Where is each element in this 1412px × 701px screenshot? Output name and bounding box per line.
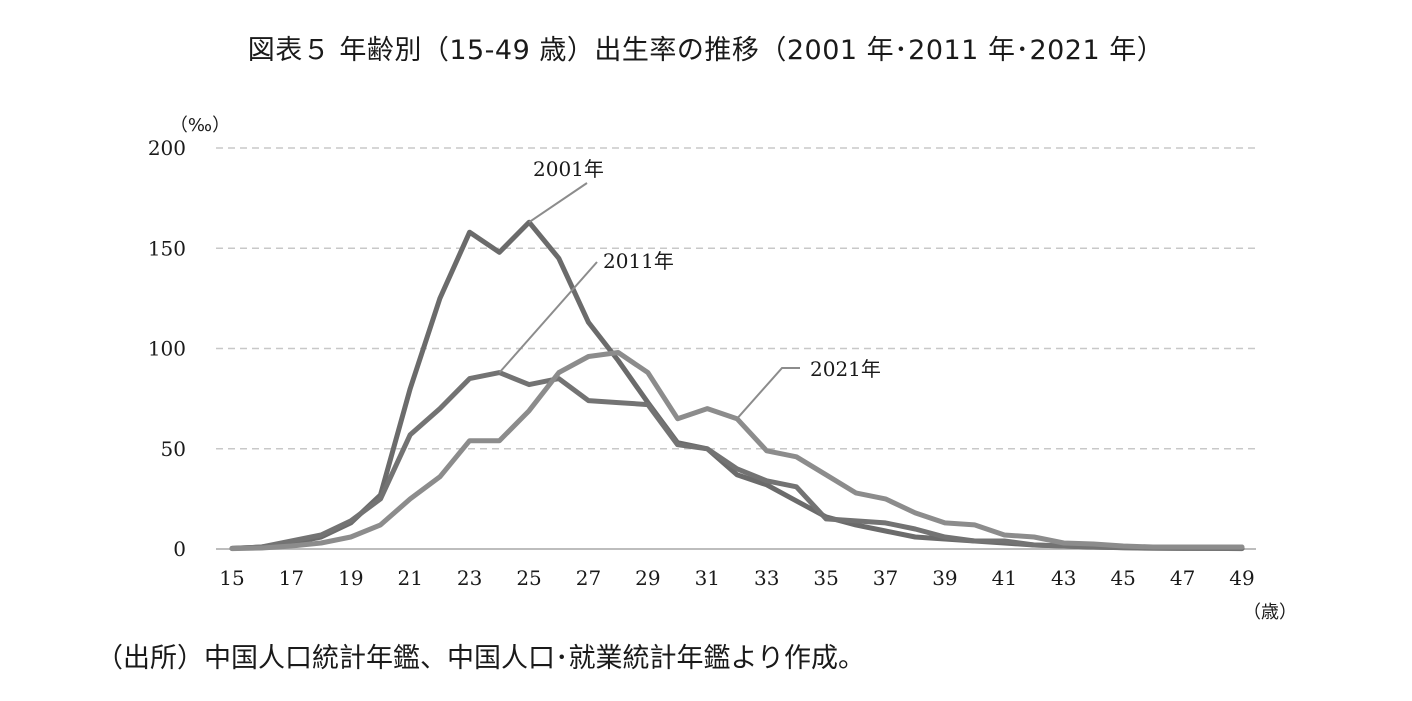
series-lines xyxy=(229,219,1245,552)
series-line xyxy=(229,370,1245,552)
series-line xyxy=(229,219,1245,551)
x-tick-label: 27 xyxy=(576,566,601,590)
x-tick-label: 15 xyxy=(219,566,244,590)
series-line xyxy=(229,350,1245,552)
x-tick-label: 49 xyxy=(1229,566,1254,590)
x-tick-label: 35 xyxy=(813,566,838,590)
annotation-leader-line xyxy=(498,261,598,374)
x-tick-label: 29 xyxy=(635,566,660,590)
y-tick-label: 100 xyxy=(148,337,186,361)
series-annotation-label: 2011年 xyxy=(603,249,674,273)
series-annotations: 2001年 2011年 2021年 xyxy=(498,157,881,420)
source-note: （出所）中国人口統計年鑑、中国人口･就業統計年鑑より作成。 xyxy=(96,643,865,674)
x-tick-label: 21 xyxy=(398,566,423,590)
y-tick-label: 0 xyxy=(173,537,186,561)
x-tick-label: 33 xyxy=(754,566,779,590)
x-axis-unit: （歳） xyxy=(1243,602,1297,623)
annotation-leader-line xyxy=(528,182,588,224)
series-annotation-label: 2001年 xyxy=(533,157,604,181)
x-tick-label: 45 xyxy=(1110,566,1135,590)
x-tick-label: 37 xyxy=(873,566,898,590)
y-tick-labels: 0 50 100 150 200 xyxy=(148,136,186,561)
y-tick-label: 150 xyxy=(148,236,186,260)
x-tick-label: 17 xyxy=(279,566,304,590)
x-tick-label: 19 xyxy=(338,566,363,590)
gridlines xyxy=(216,147,1256,450)
x-tick-label: 43 xyxy=(1051,566,1076,590)
series-annotation-label: 2021年 xyxy=(810,357,881,381)
x-tick-label: 47 xyxy=(1170,566,1195,590)
y-tick-label: 50 xyxy=(161,437,186,461)
chart-title: 図表５ 年齢別（15-49 歳）出生率の推移（2001 年･2011 年･202… xyxy=(247,35,1165,66)
x-tick-label: 39 xyxy=(932,566,957,590)
y-tick-label: 200 xyxy=(148,136,186,160)
x-tick-label: 31 xyxy=(695,566,720,590)
annotation-leader-line xyxy=(736,367,800,420)
x-tick-label: 41 xyxy=(992,566,1017,590)
x-tick-labels: 15 17 19 21 23 25 27 29 31 33 35 37 39 41 43 45 47 49 xyxy=(219,566,1254,590)
x-tick-label: 23 xyxy=(457,566,482,590)
x-tick-label: 25 xyxy=(516,566,541,590)
y-axis-unit: （‰） xyxy=(170,115,230,136)
